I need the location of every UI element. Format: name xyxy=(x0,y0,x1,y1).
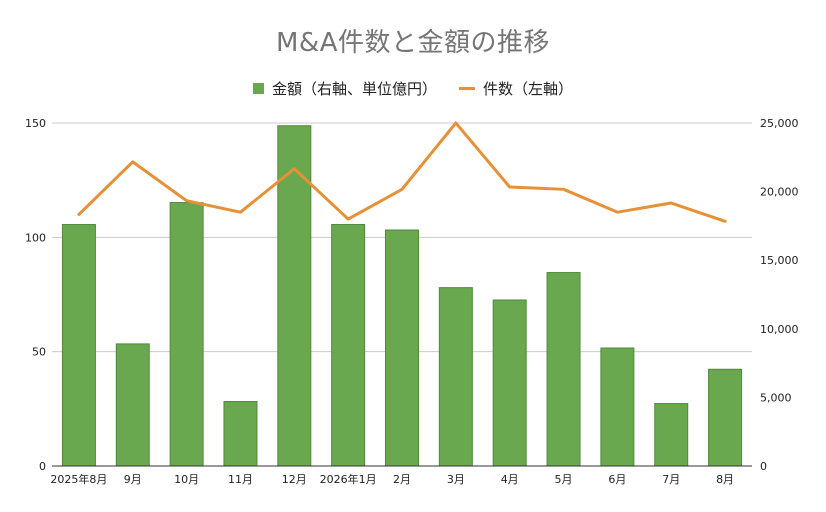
legend: 金額（右軸、単位億円） 件数（左軸） xyxy=(0,78,826,99)
bar xyxy=(277,125,312,467)
legend-swatch-count xyxy=(459,87,475,90)
legend-label-count: 件数（左軸） xyxy=(483,80,574,98)
line-point xyxy=(723,220,727,223)
right-tick-label: 15,000 xyxy=(760,254,799,267)
x-tick-label: 7月 xyxy=(662,473,680,486)
bar xyxy=(708,368,743,467)
line-point xyxy=(131,160,134,164)
legend-label-amount: 金額（右軸、単位億円） xyxy=(271,80,437,98)
x-tick-label: 10月 xyxy=(174,473,199,486)
x-tick-label: 4月 xyxy=(501,473,519,486)
bar xyxy=(385,229,419,467)
line-point xyxy=(562,188,565,191)
x-tick-label: 5月 xyxy=(555,473,573,486)
right-tick-label: 0 xyxy=(760,460,767,473)
legend-entry-count: 件数（左軸） xyxy=(459,78,573,99)
line-point xyxy=(293,167,296,170)
right-tick-label: 5,000 xyxy=(760,391,792,404)
bar xyxy=(331,224,366,467)
x-tick-label: 12月 xyxy=(282,473,307,486)
line-point xyxy=(400,188,404,191)
bar xyxy=(438,287,473,467)
bar xyxy=(546,272,581,467)
bar xyxy=(169,202,204,467)
right-tick-label: 25,000 xyxy=(760,117,799,130)
line-point xyxy=(346,217,350,221)
line-point xyxy=(185,199,188,202)
x-tick-label: 9月 xyxy=(124,473,142,486)
chart-title: M&A件数と金額の推移 xyxy=(276,28,550,58)
legend-swatch-amount xyxy=(252,83,264,94)
x-tick-label: 2025年8月 xyxy=(50,472,107,486)
x-tick-label: 11月 xyxy=(228,473,253,486)
x-tick-label: 2月 xyxy=(393,473,411,486)
bar xyxy=(223,401,258,467)
line-point xyxy=(508,185,511,189)
right-tick-label: 10,000 xyxy=(760,323,799,336)
x-tick-label: 3月 xyxy=(447,473,465,486)
x-tick-label: 2026年1月 xyxy=(320,472,377,486)
line-point xyxy=(670,201,673,205)
x-tick-label: 8月 xyxy=(716,473,734,486)
left-tick-label: 50 xyxy=(32,346,46,359)
line-point xyxy=(454,121,458,125)
left-tick-label: 100 xyxy=(25,231,46,244)
right-tick-label: 20,000 xyxy=(760,186,799,199)
bar xyxy=(492,299,527,467)
line-point xyxy=(239,210,242,214)
bar xyxy=(654,403,689,467)
bar xyxy=(600,347,635,467)
line-point xyxy=(616,210,619,214)
left-tick-label: 0 xyxy=(39,460,46,473)
bar xyxy=(61,224,96,467)
line-point xyxy=(77,213,81,216)
left-tick-label: 150 xyxy=(25,117,46,130)
legend-entry-amount: 金額（右軸、単位億円） xyxy=(252,78,437,99)
x-tick-label: 6月 xyxy=(608,473,626,486)
bar xyxy=(115,343,150,467)
